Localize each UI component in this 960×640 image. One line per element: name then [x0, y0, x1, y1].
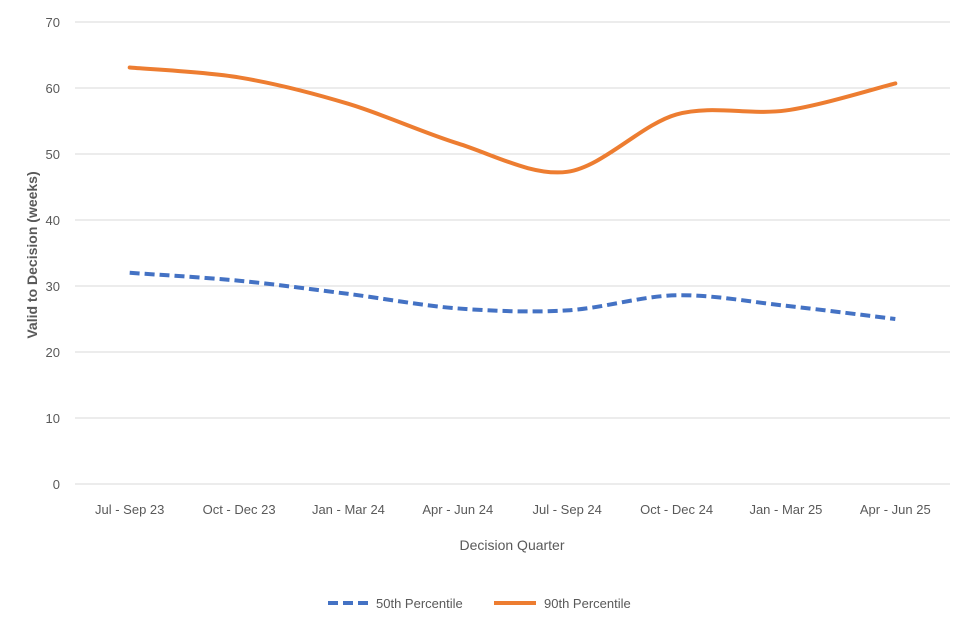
y-tick-label: 30	[46, 279, 60, 294]
y-tick-label: 50	[46, 147, 60, 162]
x-tick-label: Jan - Mar 25	[749, 502, 822, 517]
legend: 50th Percentile 90th Percentile	[328, 596, 631, 611]
gridlines	[75, 21, 950, 485]
x-tick-label: Jul - Sep 24	[533, 502, 602, 517]
y-tick-label: 0	[53, 477, 60, 492]
x-tick-label: Oct - Dec 23	[203, 502, 276, 517]
y-tick-label: 70	[46, 15, 60, 30]
series-lines	[127, 65, 898, 321]
x-tick-label: Jan - Mar 24	[312, 502, 385, 517]
y-axis-label: Valid to Decision (weeks)	[24, 171, 40, 338]
x-axis-ticks: Jul - Sep 23 Oct - Dec 23 Jan - Mar 24 Apr …	[95, 502, 931, 517]
x-axis-label: Decision Quarter	[459, 537, 564, 553]
series-line-90th-percentile	[127, 65, 898, 175]
series-line-50th-percentile	[129, 270, 896, 321]
x-tick-label: Apr - Jun 24	[422, 502, 493, 517]
y-tick-label: 10	[46, 411, 60, 426]
legend-label: 90th Percentile	[544, 596, 631, 611]
x-tick-label: Jul - Sep 23	[95, 502, 164, 517]
x-tick-label: Oct - Dec 24	[640, 502, 713, 517]
y-tick-label: 20	[46, 345, 60, 360]
x-tick-label: Apr - Jun 25	[860, 502, 931, 517]
y-tick-label: 40	[46, 213, 60, 228]
y-tick-label: 60	[46, 81, 60, 96]
y-axis-ticks: 0 10 20 30 40 50 60 70	[46, 15, 60, 492]
legend-label: 50th Percentile	[376, 596, 463, 611]
